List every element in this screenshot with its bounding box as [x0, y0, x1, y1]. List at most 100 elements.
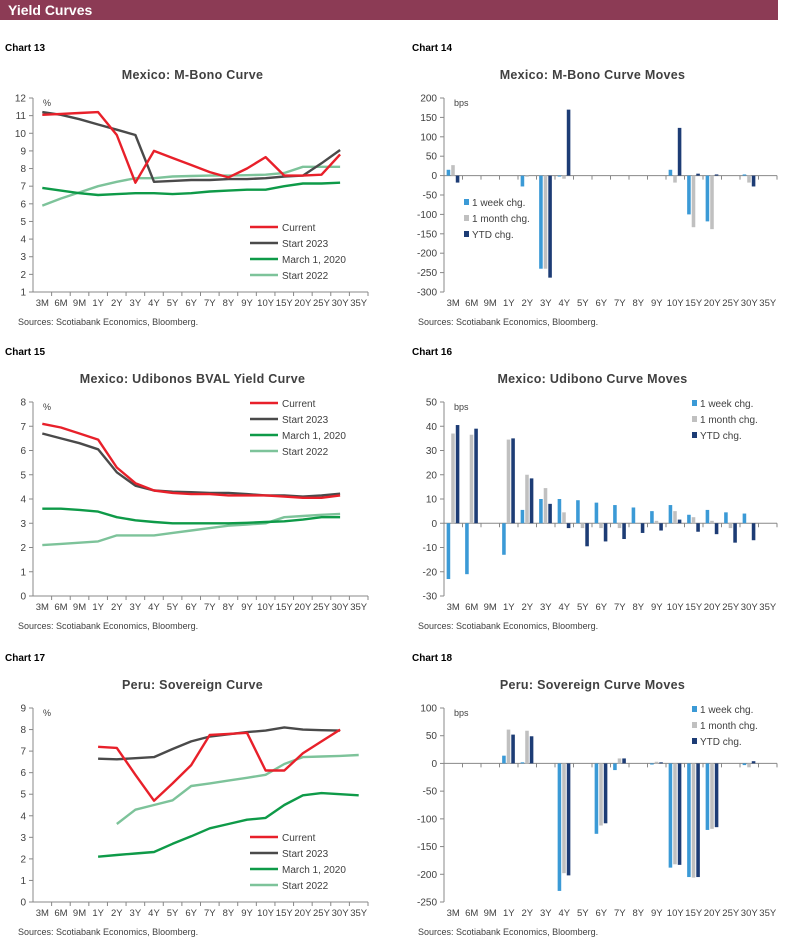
- line-march2020: [42, 181, 341, 197]
- bar-ytd-9Y: [659, 523, 663, 531]
- x-tick-label: 3M: [447, 602, 460, 613]
- legend-label: Start 2022: [282, 271, 329, 282]
- legend-label: Current: [282, 833, 316, 844]
- y-tick-label: -250: [417, 898, 437, 909]
- chart-sources: Sources: Scotiabank Economics, Bloomberg…: [18, 317, 199, 327]
- bar-ytd-7Y: [622, 523, 626, 540]
- y-tick-label: 50: [426, 152, 438, 163]
- y-tick-label: 9: [20, 704, 26, 715]
- bar-week-4Y: [557, 499, 562, 524]
- bar-ytd-5Y: [585, 523, 589, 547]
- x-tick-label: 2Y: [111, 298, 123, 309]
- x-tick-label: 20Y: [704, 602, 722, 613]
- bar-month-6Y: [599, 523, 603, 529]
- bar-month-5Y: [580, 523, 585, 529]
- chart-17: 0 1 2 3 4 5 6 7 8 9 3M 6M 9M 1Y 2Y 3Y 4Y 5Y 6Y 7Y 8Y 9Y 10Y 15Y…: [0, 668, 385, 946]
- bar-week-10Y: [668, 505, 673, 524]
- y-tick-label: 0: [431, 519, 437, 530]
- bar-month-7Y: [617, 523, 622, 529]
- chart-17-label: Chart 17: [5, 653, 46, 664]
- unit-label: bps: [454, 708, 469, 718]
- x-tick-label: 30Y: [741, 298, 759, 309]
- x-tick-label: 35Y: [350, 908, 368, 919]
- y-tick-label: 0: [431, 759, 437, 770]
- bar-week-7Y: [613, 763, 617, 771]
- bar-ytd-15Y: [696, 173, 700, 176]
- bar-week-20Y: [705, 763, 710, 830]
- chart-sources: Sources: Scotiabank Economics, Bloomberg…: [418, 317, 599, 327]
- y-tick-label: -150: [417, 842, 437, 853]
- x-tick-label: 3M: [447, 298, 460, 309]
- y-tick-label: -200: [417, 249, 437, 260]
- legend-label: Start 2022: [282, 881, 329, 892]
- y-tick-label: 11: [16, 111, 27, 122]
- x-tick-label: 9M: [73, 602, 86, 613]
- y-tick-label: 150: [420, 113, 437, 124]
- x-tick-label: 7Y: [204, 602, 216, 613]
- y-tick-label: 6: [20, 199, 26, 210]
- bar-ytd-8Y: [640, 523, 645, 533]
- x-tick-label: 9M: [484, 602, 497, 613]
- bar-week-1Y: [502, 755, 506, 764]
- x-tick-label: 3M: [36, 298, 49, 309]
- line-march2020: [42, 507, 341, 525]
- bar-ytd-7Y: [622, 758, 626, 764]
- x-tick-label: 15Y: [685, 602, 703, 613]
- x-tick-label: 4Y: [558, 298, 570, 309]
- x-tick-label: 9Y: [241, 908, 253, 919]
- y-tick-label: 40: [426, 422, 438, 433]
- y-tick-label: -250: [417, 268, 437, 279]
- y-tick-label: 3: [20, 833, 26, 844]
- x-tick-label: 9Y: [651, 298, 663, 309]
- bar-month-30Y: [747, 175, 751, 183]
- legend-label: March 1, 2020: [282, 865, 346, 876]
- x-tick-label: 6Y: [185, 298, 197, 309]
- x-tick-label: 15Y: [685, 298, 703, 309]
- bar-month-20Y: [710, 763, 714, 829]
- x-tick-label: 7Y: [614, 602, 626, 613]
- x-tick-label: 9Y: [241, 602, 253, 613]
- x-tick-label: 25Y: [313, 908, 331, 919]
- y-tick-label: 6: [20, 768, 26, 779]
- y-tick-label: 7: [20, 182, 26, 193]
- y-tick-label: 9: [20, 146, 26, 157]
- bar-ytd-3M: [455, 425, 460, 524]
- y-tick-label: -100: [417, 814, 437, 825]
- bar-month-3M: [451, 165, 455, 176]
- bar-week-9Y: [650, 763, 654, 765]
- line-start2022: [42, 512, 341, 547]
- bar-month-3Y: [543, 488, 548, 524]
- bar-week-3M: [446, 169, 451, 176]
- bar-month-3M: [451, 433, 455, 524]
- legend-swatch-ytd: [692, 738, 697, 744]
- x-tick-label: 8Y: [632, 298, 644, 309]
- y-tick-label: -30: [423, 592, 438, 603]
- y-tick-label: 100: [420, 132, 437, 143]
- bar-month-2Y: [525, 474, 529, 524]
- bar-month-15Y: [691, 175, 696, 228]
- x-tick-label: 4Y: [558, 602, 570, 613]
- y-tick-label: 8: [20, 725, 26, 736]
- legend-label: 1 month chg.: [700, 721, 758, 732]
- x-tick-label: 1Y: [503, 908, 515, 919]
- chart-17-svg: 0 1 2 3 4 5 6 7 8 9 3M 6M 9M 1Y 2Y 3Y 4Y 5Y 6Y 7Y 8Y 9Y 10Y 15Y…: [20, 704, 369, 919]
- x-tick-label: 35Y: [350, 602, 368, 613]
- x-tick-label: 9M: [484, 298, 497, 309]
- x-tick-label: 15Y: [276, 602, 294, 613]
- y-tick-label: 10: [15, 129, 27, 140]
- bar-week-30Y: [742, 174, 747, 176]
- y-tick-label: 4: [20, 811, 26, 822]
- x-tick-label: 30Y: [332, 298, 350, 309]
- chart-title: Mexico: M-Bono Curve: [121, 68, 264, 82]
- x-tick-label: 35Y: [759, 298, 777, 309]
- y-tick-label: 0: [20, 898, 26, 909]
- x-tick-label: 20Y: [294, 602, 312, 613]
- chart-18-svg: -250 -200 -150 -100 -50 0 50 100 3M 6M 9M 1Y 2Y 3Y 4Y 5…: [417, 704, 778, 919]
- line-start2023: [42, 110, 341, 183]
- x-tick-label: 20Y: [704, 298, 722, 309]
- x-tick-label: 35Y: [759, 602, 777, 613]
- bar-month-2Y: [525, 175, 529, 177]
- bar-ytd-4Y: [566, 109, 571, 176]
- bar-ytd-6M: [474, 428, 478, 524]
